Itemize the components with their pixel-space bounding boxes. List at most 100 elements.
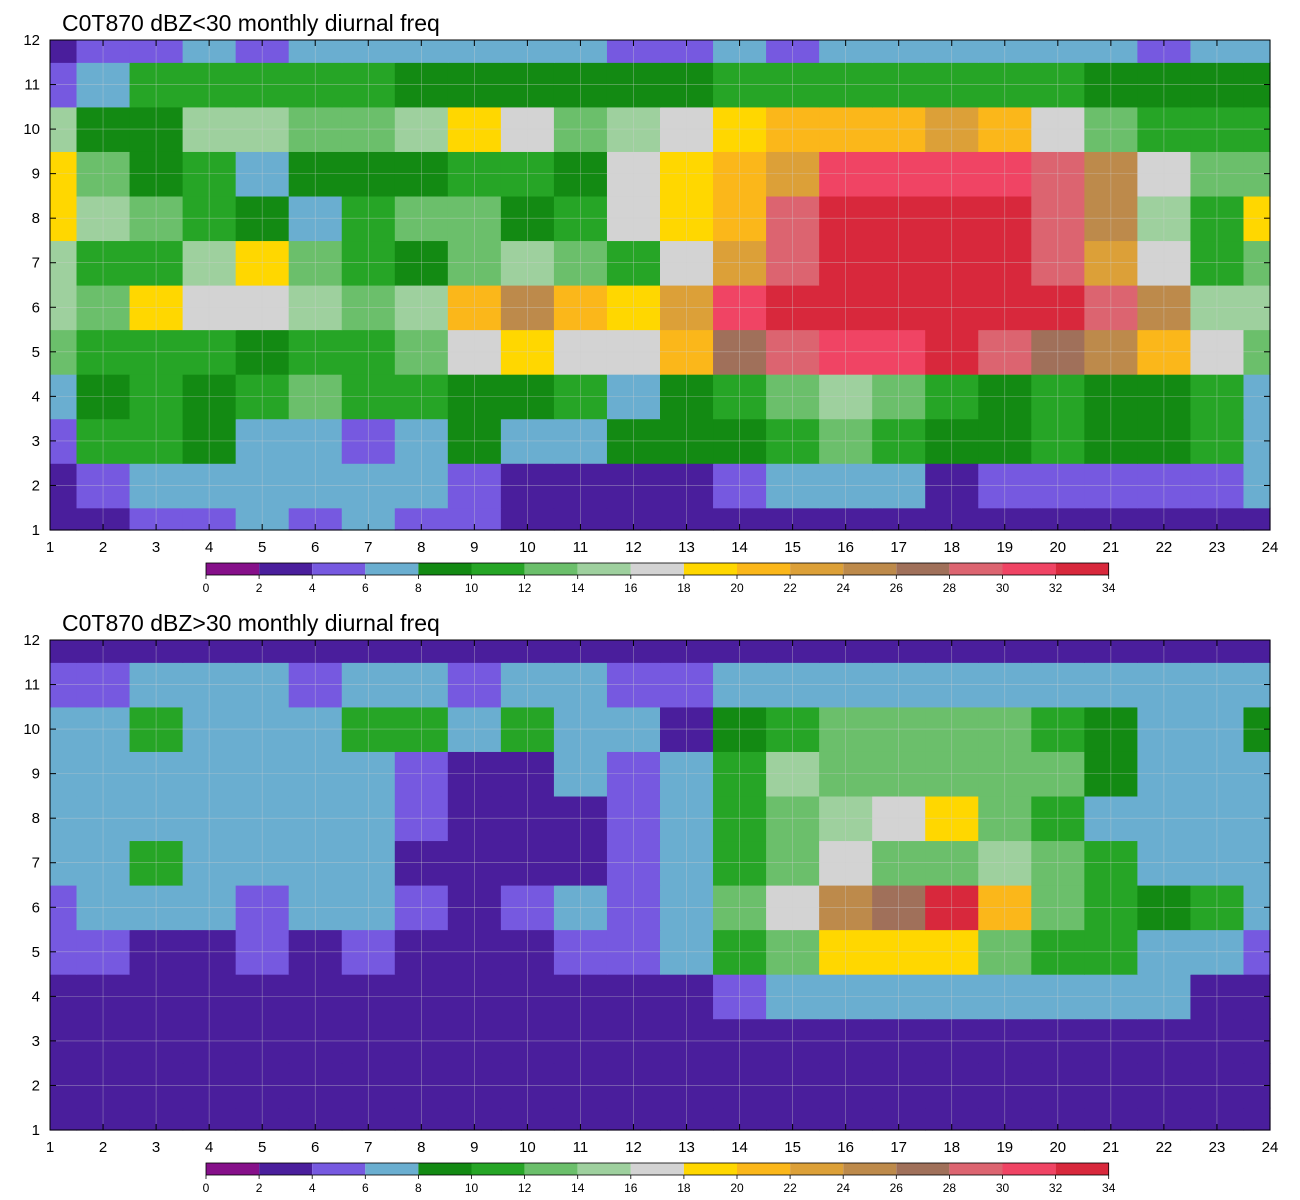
colorbar-label: 6 [362,581,369,595]
heatmap-cell [1243,1107,1271,1131]
x-tick-label: 17 [890,539,907,556]
colorbar-swatch [206,1163,260,1175]
colorbar-swatch [471,563,525,575]
colorbar-swatch [365,563,419,575]
heatmap-cell [288,62,343,108]
colorbar-swatch [843,563,897,575]
x-tick-label: 20 [1049,539,1066,556]
colorbar-label: 20 [730,581,744,595]
heatmap-cell [394,640,449,663]
heatmap-cell [925,1063,979,1109]
chart-svg-low-dbz: 1 2 3 4 5 6 7 8 9 10 11 12 13 14 15 16 17 18 19 20 21 22 23 241… [23,32,1278,595]
heatmap-cell [1137,640,1192,663]
colorbar-frame [205,562,1110,576]
heatmap-cell [1190,240,1245,286]
colorbar-label: 16 [624,581,638,595]
colorbar-swatch [418,1163,472,1175]
heatmap-cell [288,640,343,663]
x-tick-label: 11 [573,539,589,556]
x-tick-label: 6 [311,539,319,556]
x-tick-label: 19 [996,1139,1013,1156]
colorbar-swatch [790,1163,844,1175]
heatmap-cell [925,1107,979,1131]
colorbar-swatch [259,563,313,575]
colorbar-label: 0 [203,1181,210,1195]
colorbar-swatch [418,563,472,575]
y-tick-label: 5 [32,944,40,961]
x-tick-label: 14 [731,539,748,556]
colorbar-label: 22 [783,581,797,595]
chart-panel-high-dbz: 1 2 3 4 5 6 7 8 9 10 11 12 13 14 15 16 17 18 19 20 21 22 23 24 1… [0,600,1300,1200]
x-tick-label: 4 [205,539,213,556]
x-tick-label: 21 [1103,1139,1120,1156]
colorbar-label: 32 [1049,1181,1063,1195]
colorbar-label: 34 [1102,581,1116,595]
x-tick-label: 23 [1209,539,1226,556]
x-tick-label: 6 [311,1139,319,1156]
colorbar-label: 4 [309,581,316,595]
heatmap-cell [606,662,661,708]
colorbar-label: 0 [203,581,210,595]
colorbar-swatch [524,563,578,575]
y-tick-label: 6 [32,299,40,316]
colorbar-frame [205,1162,1110,1176]
heatmap-cell [394,40,449,63]
y-tick-label: 6 [32,899,40,916]
x-tick-label: 12 [625,539,642,556]
heatmap-cell [288,751,343,797]
colorbar-label: 24 [837,581,851,595]
colorbar-label: 2 [256,1181,263,1195]
heatmap-cell [341,1063,396,1109]
heatmap-cell [925,62,979,108]
x-tick-label: 13 [678,1139,695,1156]
colorbar-label: 14 [571,1181,585,1195]
heatmap-cell [341,751,396,797]
heatmap-cell [288,1107,343,1131]
chart-title-high-dbz: C0T870 dBZ>30 monthly diurnal freq [62,610,440,636]
heatmap-cell [606,240,661,286]
heatmap-cell [660,1063,714,1109]
y-tick-label: 3 [32,433,40,450]
x-tick-label: 1 [46,539,54,556]
heatmap-cell [606,640,661,663]
x-tick-label: 12 [625,1139,642,1156]
heatmap-cell [394,1063,449,1109]
heatmap-cell [1137,885,1192,931]
heatmap-cell [394,62,449,108]
colorbar-label: 26 [890,1181,904,1195]
x-tick-label: 3 [152,1139,160,1156]
heatmap-cell [660,507,714,531]
x-tick-label: 8 [417,539,425,556]
y-tick-label: 7 [32,255,40,272]
colorbar-swatch [896,563,950,575]
x-tick-label: 9 [470,539,478,556]
colorbar-swatch [1002,563,1056,575]
heatmap-cell [606,507,661,531]
heatmap-cell [1137,240,1192,286]
heatmap-cell [925,507,979,531]
colorbar-swatch [312,563,366,575]
heatmap-cell [606,885,661,931]
x-tick-label: 16 [837,539,854,556]
colorbar-label: 12 [518,1181,532,1195]
colorbar-label: 2 [256,581,263,595]
x-tick-label: 18 [943,1139,960,1156]
heatmap-cell [1190,507,1245,531]
colorbar-label: 10 [465,581,479,595]
heatmap-cells [50,640,1271,1131]
colorbar-label: 6 [362,1181,369,1195]
colorbar-label: 30 [996,581,1010,595]
y-tick-label: 4 [32,988,40,1005]
colorbar-swatch [577,563,631,575]
colorbar-swatch [524,1163,578,1175]
heatmap-cell [1190,640,1245,663]
x-tick-label: 8 [417,1139,425,1156]
heatmap-cell [1190,1063,1245,1109]
heatmap-cell [394,507,449,531]
heatmap-cell [925,662,979,708]
y-tick-label: 1 [32,522,40,539]
colorbar-swatch [365,1163,419,1175]
heatmap-cell [394,240,449,286]
heatmap-cell [925,751,979,797]
x-tick-label: 17 [890,1139,907,1156]
